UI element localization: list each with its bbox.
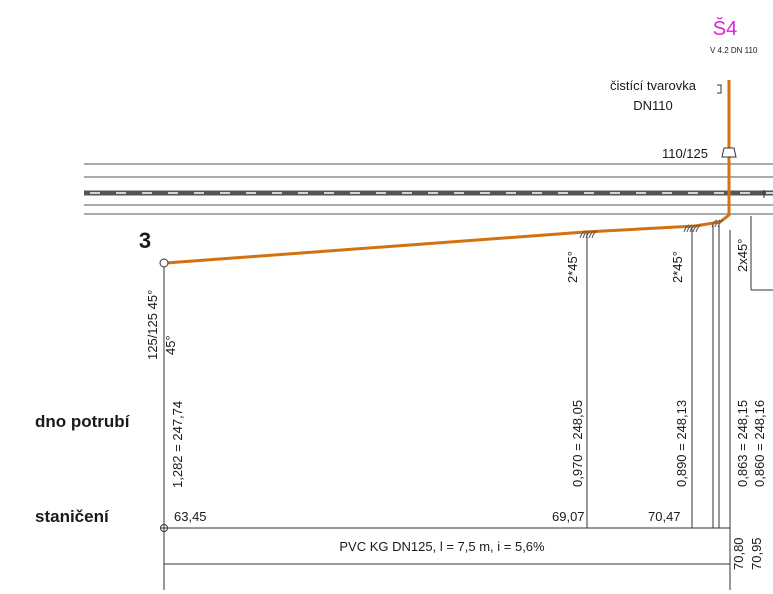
sewer-pipe (165, 80, 731, 265)
node-3-marker (159, 258, 169, 268)
station-lines (163, 190, 773, 590)
elevation-label-4: 0,863 = 248,15 (735, 400, 750, 487)
chainage-value-2: 69,07 (552, 509, 585, 524)
bend-label-2: 2*45° (670, 251, 685, 283)
chainage-value-1: 63,45 (174, 509, 207, 524)
bend-label-3: 2x45° (735, 239, 750, 272)
pipe-description: PVC KG DN125, l = 7,5 m, i = 5,6% (339, 539, 545, 554)
cleanout-bracket (717, 84, 722, 94)
bend-marker-3 (711, 219, 724, 228)
bend-label-1: 2*45° (565, 251, 580, 283)
row-label-chainage: staničení (35, 507, 110, 526)
manhole-id: Š4 (713, 17, 737, 40)
elevation-label-3: 0,890 = 248,13 (674, 400, 689, 487)
elevation-label-5: 0,860 = 248,16 (752, 400, 767, 487)
bend-marker-2 (683, 224, 702, 233)
row-label-bottom: dno potrubí (35, 412, 131, 431)
node-bend-label: 125/125 45° (145, 290, 160, 360)
reducer-label: 110/125 (662, 146, 708, 161)
node-bend-label-2: 45° (163, 335, 178, 355)
node-number: 3 (139, 228, 151, 253)
chainage-value-5: 70,95 (749, 537, 764, 570)
elevation-label-2: 0,970 = 248,05 (570, 400, 585, 487)
elevation-label-1: 1,282 = 247,74 (170, 401, 185, 488)
profile-table (164, 527, 730, 565)
manhole-subtitle: V 4.2 DN 110 (710, 46, 758, 55)
chainage-value-3: 70,47 (648, 509, 681, 524)
bend-marker-1 (579, 230, 598, 239)
chainage-value-4: 70,80 (731, 537, 746, 570)
reducer-symbol (721, 147, 737, 158)
fitting-label-line1: čistící tvarovka (610, 78, 697, 93)
road-lines (84, 163, 773, 215)
fitting-label-line2: DN110 (633, 98, 673, 113)
